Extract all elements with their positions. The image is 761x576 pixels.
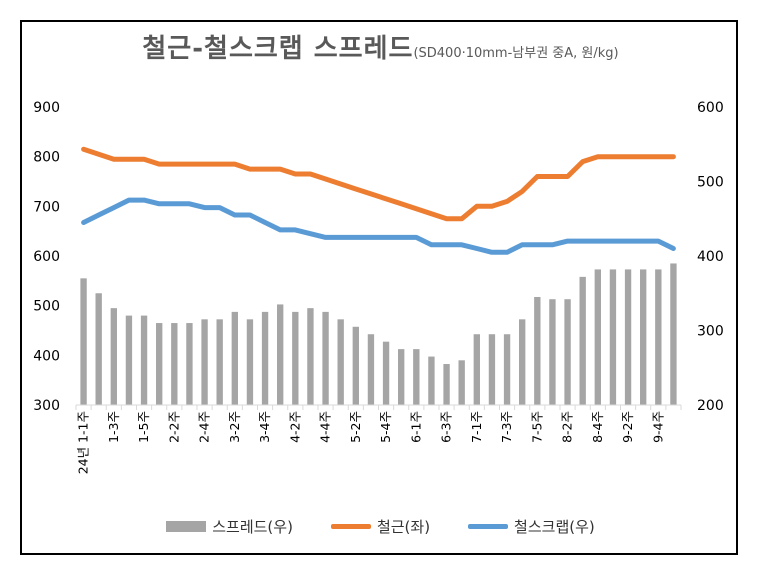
spread-bar [443,364,450,405]
title-subtitle: (SD400·10mm-남부권 중A, 원/kg) [413,46,619,61]
legend-label-rebar: 철근(좌) [376,518,431,536]
spread-bar [292,311,299,405]
legend-swatch-rebar [330,524,371,529]
spread-bar [579,276,586,405]
x-tick-label: 9-4주 [650,411,665,443]
spread-bar [110,308,117,405]
spread-bar [246,319,254,405]
rebar-line [81,146,676,222]
spread-bar [261,311,269,405]
x-tick-label: 4-2주 [287,411,302,443]
spread-bar [519,319,526,405]
x-tick-label: 8-4주 [590,411,605,443]
spread-bar [367,334,375,405]
spread-bar [277,304,284,405]
y-left-tick-label: 900 [33,100,60,116]
x-tick-label: 8-2주 [560,411,575,443]
x-tick-label: 5-4주 [378,411,393,443]
spread-bar [186,323,193,405]
y-left-tick-label: 700 [33,199,60,215]
spread-bar [201,319,208,405]
spread-bar [624,269,632,405]
x-tick-label: 7-3주 [499,411,514,443]
spread-bar [216,319,223,405]
spread-bar [140,315,148,405]
x-tick-label: 6-3주 [439,411,454,443]
spread-bar [655,269,662,405]
legend-swatch-scrap [468,524,509,529]
x-tick-label: 2-4주 [197,411,212,443]
y-left-tick-label: 600 [33,249,60,265]
chart-frame [20,20,738,555]
spread-bar [156,323,163,405]
title-main: 철근-철스크랩 스프레드 [142,34,414,64]
spread-bar [413,349,420,405]
legend-swatch-spread [166,521,207,532]
y-left-tick-label: 500 [33,299,60,315]
y-right-tick-label: 600 [697,100,724,116]
x-tick-label: 2-2주 [166,411,181,443]
x-tick-label: 6-1주 [408,411,423,443]
spread-bar [564,299,571,405]
spread-bar [534,296,541,405]
spread-bar [95,293,102,405]
x-tick-label: 4-4주 [318,411,333,443]
spread-bar [458,360,465,405]
x-tick-label: 5-2주 [348,411,363,443]
spread-bar [322,311,329,405]
y-left-tick-label: 800 [33,150,60,166]
spread-bar [473,334,480,405]
spread-bar [171,323,178,405]
spread-bar [125,315,133,405]
spread-bar [307,308,314,405]
spread-bar [488,334,496,405]
y-left-tick-label: 300 [33,398,60,414]
spread-bar [609,269,617,405]
x-tick-label: 1-5주 [136,411,151,443]
spread-bar [640,269,647,405]
spread-bar [352,326,359,405]
legend-label-spread: 스프레드(우) [212,518,293,536]
x-tick-label: 3-2주 [227,411,242,443]
legend-item-spread: 스프레드(우) [166,516,293,537]
spread-bar [428,356,435,405]
legend-item-scrap: 철스크랩(우) [468,516,595,537]
legend-item-rebar: 철근(좌) [330,516,431,537]
spread-bar [80,278,87,405]
scrap-line [81,197,676,255]
spread-bar [398,349,405,405]
y-left-tick-label: 400 [33,348,60,364]
x-tick-label: 1-3주 [106,411,121,443]
spread-bar [670,263,677,405]
y-right-tick-label: 400 [697,249,724,265]
legend: 스프레드(우) 철근(좌) 철스크랩(우) [0,516,761,537]
x-tick-label: 7-5주 [529,411,544,443]
spread-bar [382,341,390,405]
spread-bar [337,319,344,405]
legend-label-scrap: 철스크랩(우) [514,518,595,536]
x-tick-label: 3-4주 [257,411,272,443]
chart-title: 철근-철스크랩 스프레드(SD400·10mm-남부권 중A, 원/kg) [0,28,761,65]
y-right-tick-label: 200 [697,398,724,414]
x-tick-label: 7-1주 [469,411,484,443]
x-tick-label: 24년 1-1주 [76,411,91,474]
x-tick-label: 9-2주 [620,411,635,443]
y-right-tick-label: 500 [697,175,724,191]
y-right-tick-label: 300 [697,324,724,340]
spread-bar [549,299,556,405]
spread-bar [594,269,601,405]
spread-bar [231,311,238,405]
spread-bar [503,334,511,405]
